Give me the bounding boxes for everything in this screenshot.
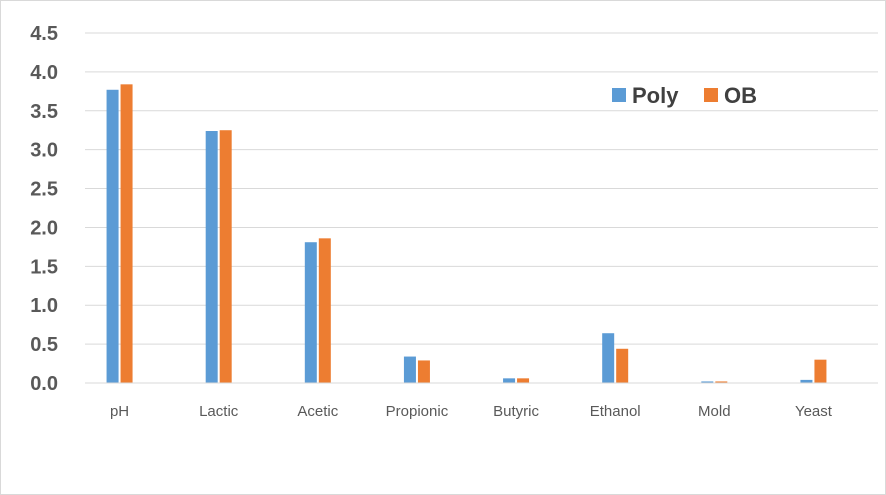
legend-swatch-ob [704, 88, 718, 102]
x-tick-label: Propionic [386, 403, 449, 420]
legend-label-poly: Poly [632, 83, 679, 108]
x-tick-label: Mold [698, 403, 731, 420]
gridlines [85, 32, 878, 345]
bar-ob-acetic [318, 238, 331, 383]
x-tick-label: Yeast [795, 403, 833, 420]
x-tick-label: pH [110, 403, 129, 420]
y-axis-tick-labels: 0.0 0.5 1.0 1.5 2.0 2.5 3.0 3.5 4.0 4.5 [30, 23, 58, 395]
y-tick-label: 1.0 [30, 295, 58, 317]
x-tick-label: Ethanol [590, 403, 641, 420]
x-tick-label: Butyric [493, 403, 539, 420]
y-tick-label: 2.5 [30, 179, 58, 201]
legend-label-ob: OB [724, 83, 757, 108]
y-tick-label: 2.0 [30, 217, 58, 239]
bar-ob-lactic [219, 130, 232, 383]
y-tick-label: 0.0 [30, 373, 58, 395]
y-tick-label: 3.5 [30, 101, 58, 123]
bar-ob-ph [120, 84, 133, 383]
x-axis-tick-labels: pH Lactic Acetic Propionic Butyric Ethanol Mol… [110, 403, 833, 420]
legend: Poly OB [612, 83, 757, 108]
bar-ob-ethanol [616, 348, 629, 383]
bar-poly-lactic [205, 131, 218, 383]
bar-poly-acetic [304, 242, 317, 383]
bar-poly-yeast [800, 379, 813, 383]
bar-ob-propionic [417, 360, 430, 383]
bars [106, 84, 827, 384]
bar-ob-butyric [517, 378, 530, 383]
y-tick-label: 3.0 [30, 140, 58, 162]
y-tick-label: 4.0 [30, 62, 58, 84]
bar-poly-butyric [503, 378, 516, 383]
y-tick-label: 0.5 [30, 334, 58, 356]
bar-poly-propionic [403, 356, 416, 383]
legend-swatch-poly [612, 88, 626, 102]
x-tick-label: Acetic [297, 403, 338, 420]
bar-ob-mold [715, 381, 728, 383]
bar-poly-mold [701, 381, 714, 383]
bar-poly-ethanol [602, 333, 615, 383]
x-tick-label: Lactic [199, 403, 239, 420]
y-tick-label: 1.5 [30, 256, 58, 278]
bar-ob-yeast [814, 359, 827, 383]
y-tick-label: 4.5 [30, 23, 58, 45]
bar-poly-ph [106, 89, 119, 384]
